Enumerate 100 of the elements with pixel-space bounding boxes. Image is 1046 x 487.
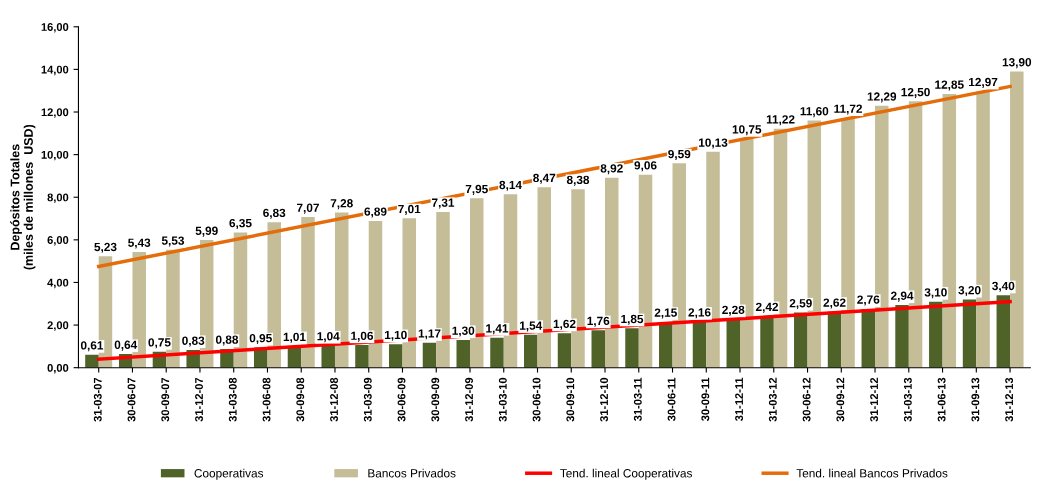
data-label: 2,59 (789, 299, 812, 310)
x-tick-label: 30-06-10 (532, 377, 541, 422)
legend-label: Cooperativas (194, 468, 264, 480)
bar (85, 354, 99, 368)
x-tick-label: 31-03-09 (363, 377, 372, 422)
x-tick-label: 31-12-07 (195, 377, 203, 422)
y-tick-label: 14,00 (41, 65, 69, 76)
data-label: 7,01 (398, 204, 421, 215)
data-label: 1,54 (520, 321, 543, 332)
data-label: 10,75 (732, 125, 762, 136)
x-tick-label: 30-06-07 (127, 377, 136, 422)
data-label: 6,89 (364, 207, 387, 218)
y-tick-label: 12,00 (41, 108, 69, 118)
data-label: 9,59 (668, 149, 691, 160)
x-tick-label: 31-12-11 (735, 377, 744, 422)
bar (321, 345, 335, 368)
data-label: 1,85 (621, 314, 644, 325)
y-tick-label: 8,00 (47, 193, 69, 203)
data-label: 7,95 (465, 184, 488, 195)
data-label: 1,06 (351, 331, 374, 342)
bar (827, 311, 842, 368)
x-tick-label: 31-12-13 (1005, 377, 1014, 422)
data-label: 2,42 (755, 302, 779, 313)
data-label: 12,85 (935, 80, 964, 91)
data-label: 1,01 (283, 332, 306, 343)
data-label: 12,97 (969, 77, 998, 88)
data-label: 0,75 (148, 338, 171, 349)
data-label: 0,64 (114, 340, 138, 351)
legend-label: Tend. lineal Cooperativas (560, 468, 692, 480)
data-label: 12,50 (901, 87, 930, 98)
x-tick-label: 31-03-12 (768, 377, 777, 422)
data-label: 7,07 (297, 203, 319, 214)
x-tick-label: 31-09-13 (971, 377, 980, 422)
bar (760, 316, 774, 368)
y-tick-label: 10,00 (41, 150, 69, 161)
legend-label: Tend. lineal Bancos Privados (796, 468, 948, 478)
x-tick-label: 30-09-10 (566, 377, 575, 422)
bar (524, 334, 538, 368)
x-tick-label: 30-09-12 (836, 377, 845, 422)
data-label: 8,47 (533, 173, 556, 184)
x-tick-label: 30-09-07 (161, 377, 170, 422)
data-label: 1,62 (553, 319, 576, 330)
x-tick-label: 31-12-12 (870, 377, 879, 422)
data-label: 5,23 (94, 242, 117, 253)
bar (591, 330, 606, 368)
bar (962, 299, 977, 368)
data-label: 1,04 (317, 332, 340, 343)
data-label: 2,62 (823, 298, 846, 309)
x-tick-label: 30-06-12 (802, 377, 811, 422)
x-tick-label: 31-03-10 (498, 377, 507, 422)
data-label: 0,88 (215, 335, 239, 346)
x-tick-label: 31-12-08 (330, 377, 338, 422)
bar (422, 342, 437, 368)
y-tick-label: 6,00 (47, 236, 69, 246)
bar (456, 339, 470, 368)
bar (490, 337, 504, 368)
data-label: 1,10 (384, 330, 407, 341)
x-tick-label: 30-09-08 (296, 377, 305, 422)
data-label: 0,95 (249, 333, 272, 345)
x-tick-label: 31-12-10 (600, 377, 609, 422)
bar (929, 301, 943, 368)
x-tick-label: 31-03-08 (228, 377, 237, 422)
y-tick-label: 0,00 (47, 363, 69, 374)
data-label: 3,10 (924, 288, 947, 299)
x-tick-label: 30-09-11 (701, 377, 710, 422)
bar (625, 328, 639, 368)
data-label: 11,72 (834, 104, 863, 115)
legend-label: Bancos Privados (368, 468, 456, 478)
y-tick-label: 4,00 (47, 278, 69, 289)
x-tick-label: 30-09-09 (431, 377, 440, 422)
data-label: 8,92 (600, 164, 623, 175)
data-label: 6,83 (263, 208, 286, 219)
y-tick-label: 16,00 (41, 23, 69, 33)
x-tick-label: 31-06-13 (937, 377, 946, 422)
data-label: 8,38 (566, 175, 590, 186)
y-tick-label: 2,00 (47, 321, 69, 331)
data-label: 2,76 (857, 295, 880, 306)
data-label: 9,06 (634, 161, 657, 172)
data-label: 5,99 (195, 226, 218, 237)
data-label: 11,22 (766, 115, 795, 126)
data-label: 3,40 (992, 281, 1015, 292)
bar (355, 345, 369, 368)
x-tick-label: 31-06-08 (262, 377, 271, 422)
data-label: 5,53 (161, 236, 185, 247)
y-axis-title: Depósitos Totales (miles de millones USD) (10, 124, 36, 270)
bar (996, 295, 1011, 368)
x-tick-label: 31-03-13 (903, 377, 912, 422)
data-label: 6,35 (229, 218, 252, 229)
data-label: 1,30 (452, 326, 475, 337)
data-label: 3,20 (958, 286, 981, 297)
x-tick-label: 31-03-11 (633, 377, 642, 422)
data-label: 2,94 (890, 291, 914, 302)
x-tick-label: 31-12-09 (465, 377, 473, 422)
data-label: 5,43 (128, 238, 151, 249)
bar (557, 333, 572, 368)
data-label: 0,83 (182, 336, 205, 347)
data-label: 10,13 (699, 138, 728, 149)
data-label: 0,61 (80, 341, 104, 352)
x-tick-label: 30-06-11 (667, 377, 676, 422)
data-label: 7,31 (432, 198, 455, 209)
